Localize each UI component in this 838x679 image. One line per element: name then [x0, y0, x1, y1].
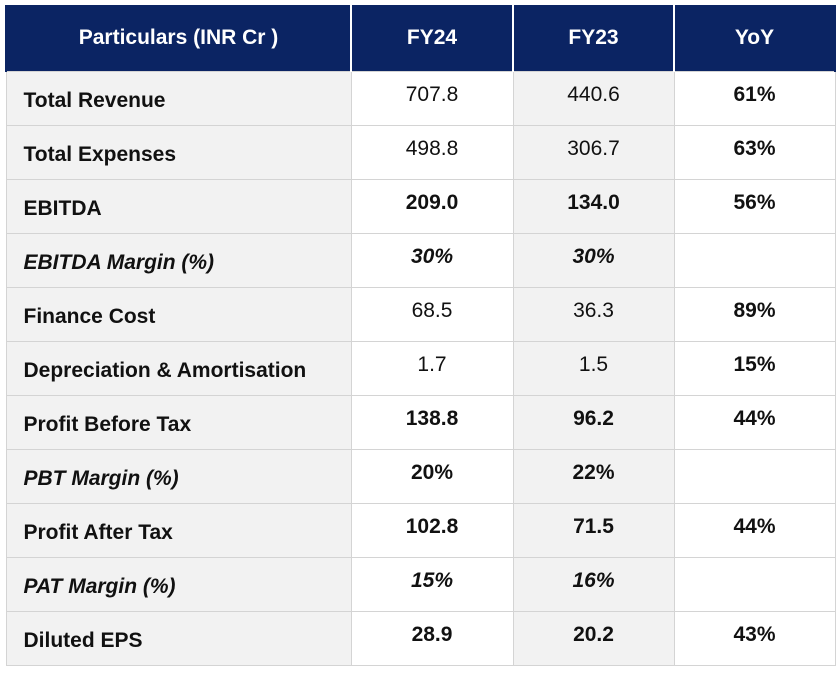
cell-fy23: 36.3 [512, 286, 675, 342]
cell-fy23: 306.7 [512, 124, 675, 180]
cell-yoy: 61% [673, 70, 836, 126]
cell-yoy: 89% [673, 286, 836, 342]
cell-yoy [673, 556, 836, 612]
table-row: EBITDA 209.0 134.0 56% [5, 178, 836, 234]
cell-fy23: 1.5 [512, 340, 675, 396]
cell-fy24: 15% [350, 556, 514, 612]
row-label: EBITDA [5, 178, 352, 234]
table-row: Total Revenue 707.8 440.6 61% [5, 70, 836, 126]
cell-fy23: 440.6 [512, 70, 675, 126]
cell-yoy: 63% [673, 124, 836, 180]
cell-fy24: 102.8 [350, 502, 514, 558]
row-label: Total Expenses [5, 124, 352, 180]
cell-yoy: 43% [673, 610, 836, 666]
table-row: EBITDA Margin (%) 30% 30% [5, 232, 836, 288]
header-yoy: YoY [673, 5, 836, 71]
table-row: Diluted EPS 28.9 20.2 43% [5, 610, 836, 666]
cell-fy24: 138.8 [350, 394, 514, 450]
row-label: PBT Margin (%) [5, 448, 352, 504]
row-label: Total Revenue [5, 70, 352, 126]
cell-yoy [673, 448, 836, 504]
financial-summary-table: Particulars (INR Cr ) FY24 FY23 YoY Tota… [5, 5, 836, 666]
cell-yoy [673, 232, 836, 288]
header-particulars: Particulars (INR Cr ) [5, 5, 352, 71]
cell-fy23: 20.2 [512, 610, 675, 666]
cell-yoy: 56% [673, 178, 836, 234]
header-fy23: FY23 [512, 5, 675, 71]
cell-yoy: 44% [673, 394, 836, 450]
table-row: PBT Margin (%) 20% 22% [5, 448, 836, 504]
cell-fy23: 16% [512, 556, 675, 612]
header-fy24: FY24 [350, 5, 514, 71]
cell-fy24: 68.5 [350, 286, 514, 342]
cell-fy23: 134.0 [512, 178, 675, 234]
row-label: PAT Margin (%) [5, 556, 352, 612]
cell-yoy: 15% [673, 340, 836, 396]
table-row: PAT Margin (%) 15% 16% [5, 556, 836, 612]
cell-yoy: 44% [673, 502, 836, 558]
cell-fy24: 20% [350, 448, 514, 504]
cell-fy24: 30% [350, 232, 514, 288]
row-label: Profit After Tax [5, 502, 352, 558]
cell-fy24: 498.8 [350, 124, 514, 180]
cell-fy23: 22% [512, 448, 675, 504]
row-label: Diluted EPS [5, 610, 352, 666]
row-label: Depreciation & Amortisation [5, 340, 352, 396]
row-label: Profit Before Tax [5, 394, 352, 450]
cell-fy24: 1.7 [350, 340, 514, 396]
cell-fy24: 28.9 [350, 610, 514, 666]
table-row: Depreciation & Amortisation 1.7 1.5 15% [5, 340, 836, 396]
row-label: Finance Cost [5, 286, 352, 342]
cell-fy23: 71.5 [512, 502, 675, 558]
table-row: Total Expenses 498.8 306.7 63% [5, 124, 836, 180]
row-label: EBITDA Margin (%) [5, 232, 352, 288]
cell-fy24: 707.8 [350, 70, 514, 126]
table-row: Finance Cost 68.5 36.3 89% [5, 286, 836, 342]
header-row: Particulars (INR Cr ) FY24 FY23 YoY [5, 5, 836, 71]
table-row: Profit Before Tax 138.8 96.2 44% [5, 394, 836, 450]
cell-fy23: 30% [512, 232, 675, 288]
cell-fy24: 209.0 [350, 178, 514, 234]
table-row: Profit After Tax 102.8 71.5 44% [5, 502, 836, 558]
cell-fy23: 96.2 [512, 394, 675, 450]
